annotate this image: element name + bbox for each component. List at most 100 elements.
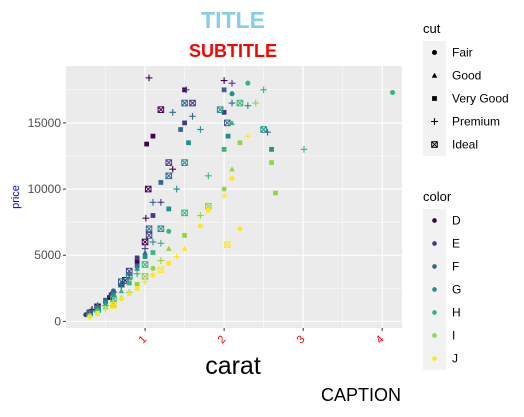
data-point-j	[87, 314, 93, 320]
data-point-e	[182, 86, 190, 94]
data-point-e	[145, 232, 153, 239]
data-point-e	[157, 198, 165, 206]
legend-symbol-f	[432, 264, 437, 269]
data-point-g	[173, 185, 181, 193]
data-point-f	[223, 119, 231, 127]
data-point-g	[225, 133, 231, 139]
data-point-h	[300, 146, 308, 153]
data-point-g	[149, 238, 157, 246]
data-point-g	[125, 273, 133, 280]
chart-subtitle: SUBTITLE	[189, 41, 277, 61]
data-point-h	[260, 86, 268, 94]
data-point-h	[141, 261, 149, 268]
legend-symbol-square-cross	[431, 141, 438, 148]
data-point-f	[189, 112, 196, 120]
data-point-e	[165, 159, 173, 166]
y-tick-label: 10000	[28, 182, 62, 196]
data-point-j	[102, 306, 109, 313]
x-tick-label: 1	[137, 333, 150, 346]
x-axis-ticks: 1 2 3 4	[137, 328, 387, 346]
data-point-f	[103, 297, 108, 303]
x-axis-label: carat	[205, 352, 261, 380]
data-point-j	[118, 296, 124, 302]
legend-label: Premium	[452, 115, 500, 129]
data-point-e	[221, 109, 227, 115]
data-point-d	[144, 141, 150, 147]
legend-symbol-square	[432, 96, 437, 101]
chart-caption: CAPTION	[321, 385, 401, 405]
chart-title: TITLE	[201, 7, 265, 33]
y-tick-label: 15000	[28, 116, 62, 130]
data-point-i	[157, 257, 165, 264]
data-point-j	[134, 285, 140, 291]
data-point-h	[133, 270, 141, 278]
data-point-d	[107, 295, 112, 300]
legend-label: G	[452, 283, 461, 297]
data-point-j	[95, 311, 101, 316]
data-point-d	[134, 259, 140, 265]
data-point-f	[221, 87, 227, 93]
legend-label: Very Good	[452, 92, 509, 106]
data-point-j	[110, 302, 117, 309]
legend-symbol-circle	[431, 49, 438, 56]
data-point-g	[244, 102, 252, 110]
data-point-d	[150, 133, 156, 139]
data-point-f	[145, 225, 153, 233]
data-point-h	[204, 172, 212, 180]
data-point-d	[157, 106, 165, 113]
data-point-d	[144, 185, 152, 193]
data-point-d	[145, 74, 153, 82]
data-point-g	[111, 292, 116, 298]
data-point-j	[229, 175, 235, 181]
data-point-j	[181, 245, 188, 251]
data-point-j	[150, 272, 156, 278]
data-point-d	[141, 238, 149, 246]
data-point-g	[186, 140, 191, 146]
data-point-j	[173, 253, 181, 260]
data-point-i	[134, 281, 140, 287]
data-point-j	[223, 241, 231, 248]
legend-cut: cut Fair Good Very Good Premium Ideal	[423, 21, 509, 156]
data-point-g	[181, 159, 188, 166]
data-point-g	[260, 126, 267, 133]
legend-label: Good	[452, 69, 481, 83]
data-point-d	[142, 214, 150, 222]
data-point-i	[252, 99, 260, 107]
y-axis-ticks: 0 5000 10000 15000	[28, 116, 66, 328]
legend-label: E	[452, 237, 460, 251]
data-point-j	[205, 207, 211, 213]
data-point-j	[157, 266, 165, 274]
data-point-h	[157, 239, 165, 247]
legend-symbol-j	[432, 356, 437, 361]
data-point-j	[166, 260, 172, 266]
data-point-d	[169, 165, 177, 173]
data-point-i	[237, 140, 243, 146]
data-point-j	[126, 290, 133, 296]
data-point-i	[182, 232, 187, 238]
data-point-e	[228, 79, 236, 87]
data-point-i	[165, 245, 172, 251]
legend-symbol-d	[432, 218, 437, 223]
data-point-f	[110, 288, 116, 294]
data-point-h	[181, 209, 188, 217]
data-point-j	[141, 278, 149, 286]
data-point-d	[220, 77, 228, 84]
legend-symbol-plus	[431, 118, 438, 125]
legend-label: J	[452, 352, 458, 366]
data-point-i	[197, 212, 204, 219]
data-point-e	[189, 99, 196, 107]
legend-symbol-h	[432, 310, 437, 315]
legend-label: I	[452, 329, 455, 343]
y-tick-label: 5000	[34, 248, 61, 262]
plot-panel	[66, 66, 402, 328]
y-tick-label: 0	[54, 314, 61, 328]
data-point-f	[178, 127, 184, 132]
data-point-g	[142, 254, 148, 259]
x-tick-label: 4	[374, 333, 387, 346]
data-point-h	[245, 80, 251, 86]
legend-label: F	[452, 260, 459, 274]
data-point-j	[220, 192, 228, 200]
